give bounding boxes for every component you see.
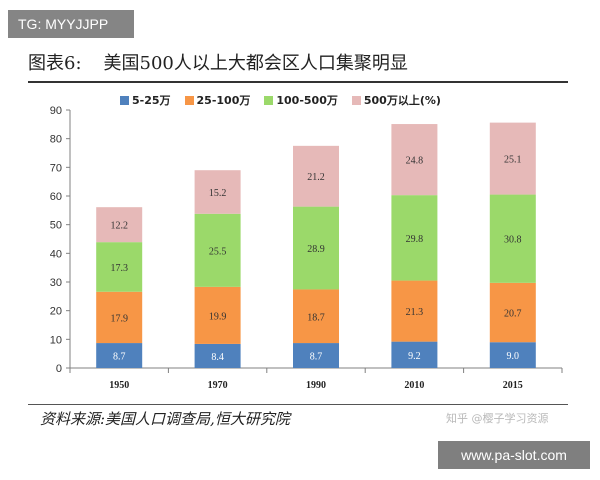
bar-segment	[391, 195, 438, 281]
y-tick-label: 70	[50, 162, 62, 174]
legend-swatch	[120, 95, 129, 105]
watermark: 知乎 @樱子学习资源	[446, 412, 549, 425]
y-tick-label: 50	[50, 220, 62, 232]
source-divider	[28, 404, 568, 405]
bar-segment	[391, 124, 438, 196]
bar-segment	[391, 280, 438, 342]
bar-segment	[293, 206, 339, 290]
data-label: 25.1	[504, 155, 522, 166]
data-label: 18.7	[307, 312, 325, 323]
bar-segment	[194, 286, 241, 344]
data-label: 29.8	[406, 234, 424, 245]
y-tick-label: 0	[56, 363, 62, 375]
bar-segment	[194, 343, 241, 368]
y-tick-label: 20	[50, 306, 62, 318]
bar-segment	[96, 242, 143, 292]
bar-segment	[391, 341, 438, 368]
chart-title: 图表6: 美国500人以上大都会区人口集聚明显	[28, 50, 568, 78]
bar-segment	[293, 145, 339, 207]
data-label: 9.2	[408, 351, 421, 362]
y-tick-label: 90	[50, 105, 62, 117]
data-label: 28.9	[307, 244, 325, 255]
bar-segment	[293, 289, 339, 344]
title-text: 美国500人以上大都会区人口集聚明显	[103, 53, 408, 74]
legend-swatch	[264, 95, 274, 105]
tag-badge: TG: MYYJJPP	[8, 10, 134, 38]
figure-label: 图表6:	[28, 53, 82, 74]
legend-swatch	[184, 95, 194, 105]
chart-legend: 5-25万 25-100万 100-500万 500万以上(%)	[120, 90, 441, 110]
legend-label: 5-25万	[132, 94, 171, 107]
y-tick-label: 60	[50, 191, 62, 203]
data-label: 8.7	[310, 352, 323, 363]
y-tick-label: 40	[50, 248, 62, 260]
y-tick-label: 80	[50, 134, 62, 146]
x-tick-label: 1950	[109, 380, 129, 391]
x-tick-label: 1990	[306, 380, 326, 391]
data-label: 25.5	[209, 246, 227, 257]
x-tick-label: 1970	[208, 380, 228, 391]
legend-label: 100-500万	[276, 94, 338, 107]
bar-segment	[96, 207, 143, 243]
data-label: 24.8	[406, 156, 424, 167]
legend-swatch	[351, 95, 361, 105]
x-tick-label: 2015	[503, 380, 523, 391]
y-tick-label: 30	[50, 277, 62, 289]
legend-item: 5-25万	[120, 92, 171, 108]
data-label: 30.8	[504, 235, 522, 246]
data-label: 21.3	[406, 307, 424, 318]
bar-segment	[489, 194, 536, 283]
data-label: 8.7	[113, 352, 126, 363]
legend-label: 500万以上(%)	[363, 94, 441, 107]
data-label: 19.9	[209, 311, 227, 322]
data-label: 17.9	[110, 313, 128, 324]
data-label: 12.2	[110, 221, 128, 232]
data-label: 17.3	[110, 263, 128, 274]
data-label: 20.7	[504, 309, 522, 320]
source-note: 资料来源:美国人口调查局,恒大研究院	[40, 410, 290, 428]
bar-segment	[194, 170, 241, 214]
y-tick-label: 10	[50, 334, 62, 346]
legend-item: 25-100万	[184, 92, 251, 108]
legend-item: 100-500万	[264, 92, 338, 108]
data-label: 9.0	[507, 351, 520, 362]
bar-segment	[489, 282, 536, 343]
data-label: 15.2	[209, 188, 227, 199]
legend-item: 500万以上(%)	[351, 92, 441, 108]
x-tick-label: 2010	[404, 380, 424, 391]
data-label: 8.4	[211, 352, 224, 363]
bar-segment	[194, 213, 241, 287]
bar-segment	[489, 122, 536, 195]
bar-segment	[293, 343, 339, 368]
title-divider	[28, 81, 568, 83]
bar-segment	[96, 291, 143, 344]
data-label: 21.2	[307, 172, 325, 183]
bar-segment	[96, 343, 143, 368]
legend-label: 25-100万	[196, 94, 251, 107]
url-badge: www.pa-slot.com	[438, 441, 590, 469]
bar-segment	[489, 342, 536, 368]
